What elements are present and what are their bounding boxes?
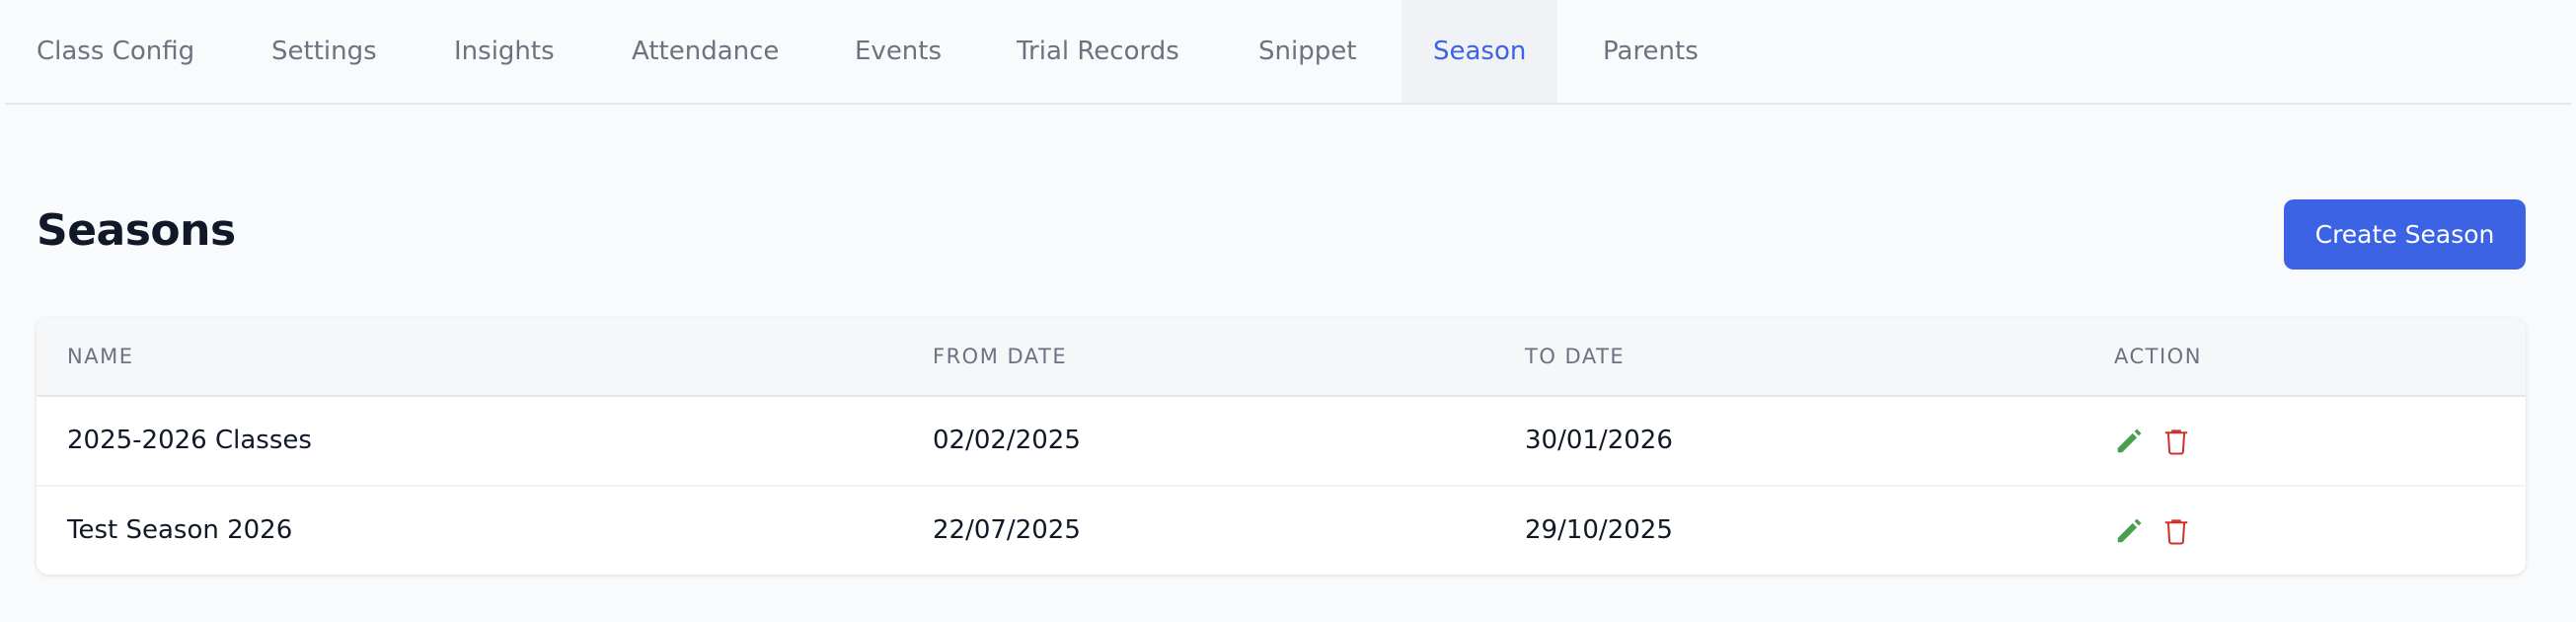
tab-attendance[interactable]: Attendance	[632, 37, 780, 66]
to-date: 30/01/2026	[1525, 426, 1673, 455]
tab-insights[interactable]: Insights	[454, 37, 555, 66]
from-date: 02/02/2025	[933, 426, 1081, 455]
tab-bar: Class Config Settings Insights Attendanc…	[5, 0, 2571, 105]
table-header: NAME FROM DATE TO DATE ACTION	[37, 318, 2526, 397]
edit-icon[interactable]	[2114, 516, 2144, 546]
page-title: Seasons	[37, 205, 236, 256]
seasons-table: NAME FROM DATE TO DATE ACTION 2025-2026 …	[37, 318, 2526, 575]
column-header-from-date: FROM DATE	[933, 345, 1068, 368]
column-header-action: ACTION	[2114, 345, 2202, 368]
to-date: 29/10/2025	[1525, 515, 1673, 545]
from-date: 22/07/2025	[933, 515, 1081, 545]
create-season-button[interactable]: Create Season	[2284, 199, 2526, 270]
column-header-to-date: TO DATE	[1525, 345, 1626, 368]
table-row: Test Season 2026 22/07/2025 29/10/2025	[37, 487, 2526, 575]
delete-icon[interactable]	[2161, 427, 2191, 456]
tab-season[interactable]: Season	[1402, 0, 1558, 103]
tab-settings[interactable]: Settings	[271, 37, 377, 66]
tab-parents[interactable]: Parents	[1603, 37, 1699, 66]
tab-trial-records[interactable]: Trial Records	[1017, 37, 1179, 66]
column-header-name: NAME	[67, 345, 134, 368]
tab-events[interactable]: Events	[855, 37, 943, 66]
edit-icon[interactable]	[2114, 427, 2144, 456]
table-row: 2025-2026 Classes 02/02/2025 30/01/2026	[37, 397, 2526, 487]
season-name: Test Season 2026	[67, 515, 293, 545]
tab-class-config[interactable]: Class Config	[37, 37, 195, 66]
delete-icon[interactable]	[2161, 516, 2191, 546]
season-name: 2025-2026 Classes	[67, 426, 312, 455]
tab-snippet[interactable]: Snippet	[1258, 37, 1357, 66]
